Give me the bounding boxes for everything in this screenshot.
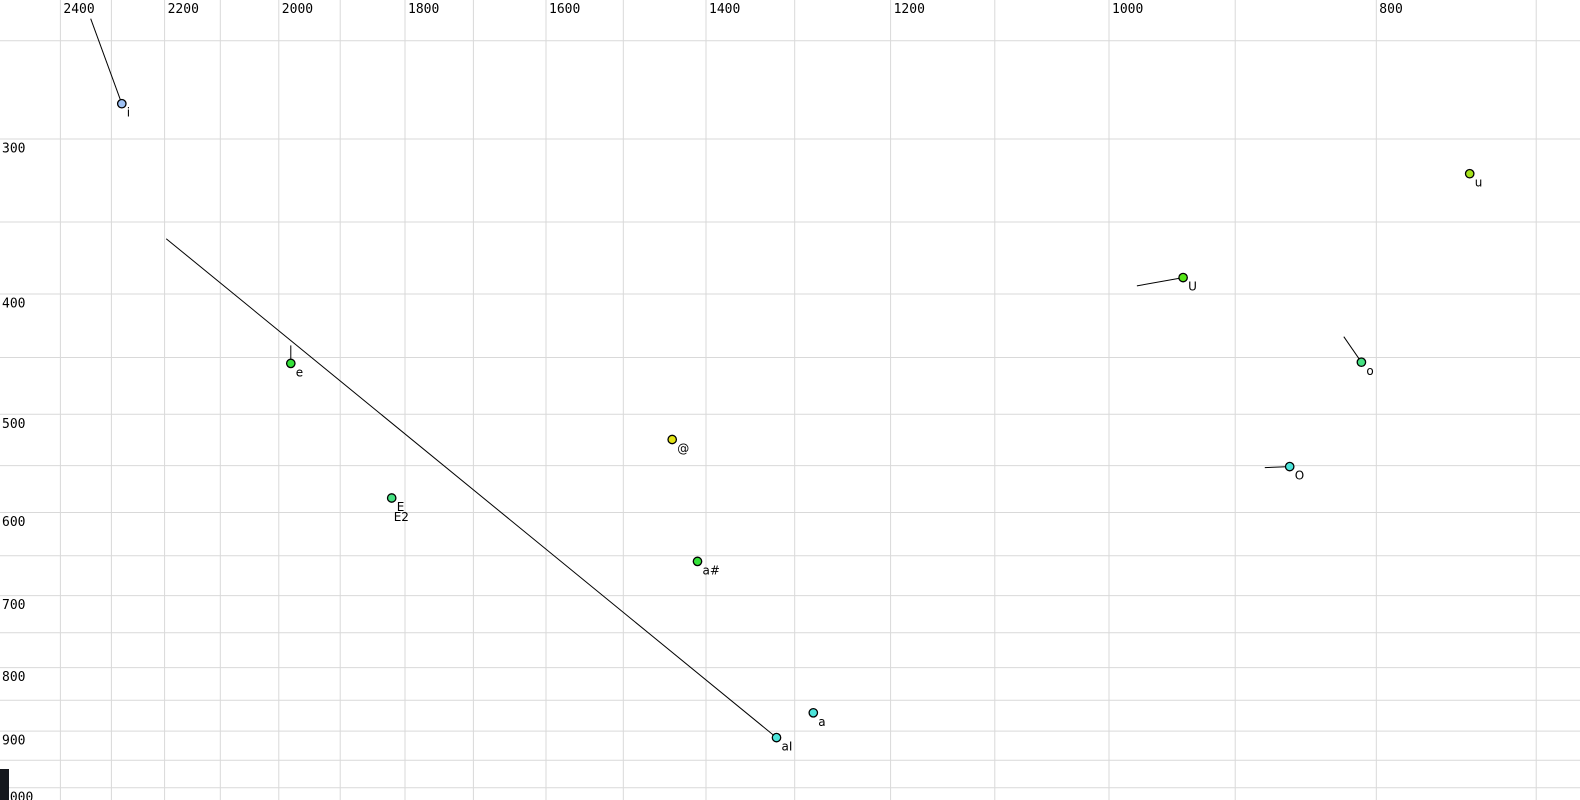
y-axis-tick-labels: 300 400 500 600 700 800 900 1000	[2, 142, 33, 800]
vowel-point-U[interactable]	[1178, 272, 1188, 283]
vowel-label-a#: a#	[703, 563, 720, 577]
vowel-point-@[interactable]	[667, 434, 678, 445]
vowel-label-O: O	[1295, 469, 1304, 483]
y-axis-tick-label: 600	[2, 515, 25, 530]
vowel-label-u: u	[1475, 176, 1483, 190]
vowel-label-o: o	[1366, 364, 1373, 378]
x-axis-tick-label: 1000	[1112, 2, 1143, 17]
x-axis-tick-label: 800	[1379, 2, 1402, 17]
x-axis-tick-label: 2400	[63, 2, 94, 17]
vowel-point-E[interactable]	[386, 493, 397, 503]
vowel-label-U: U	[1188, 280, 1197, 294]
vowel-point-u[interactable]	[1464, 168, 1475, 179]
vowel-point-i[interactable]	[116, 98, 127, 109]
y-axis-tick-label: 400	[2, 297, 25, 312]
trajectory-lines	[90, 18, 1362, 738]
vowel-points: i u Uo Oe @ EE2 a# a aI	[116, 98, 1483, 754]
vowel-label-e: e	[296, 365, 303, 379]
y-axis-tick-label: 500	[2, 417, 25, 432]
vowel-label-i: i	[127, 106, 130, 120]
y-axis-tick-label: 300	[2, 142, 25, 157]
vowel-label-aI: aI	[782, 740, 793, 754]
y-axis-tick-label: 900	[2, 734, 25, 749]
trajectory-line-i	[90, 18, 123, 104]
x-axis-tick-label: 2000	[282, 2, 313, 17]
vowel-point-a#[interactable]	[692, 556, 703, 567]
x-axis-tick-label: 1400	[709, 2, 740, 17]
x-axis-tick-labels: 2400 2200 2000 1800 1600 1400 1200 1000 800	[63, 2, 1402, 17]
trajectory-line-o	[1343, 336, 1362, 363]
x-axis-tick-label: 1200	[894, 2, 925, 17]
vowel-point-a[interactable]	[808, 707, 819, 718]
x-axis-tick-label: 2200	[168, 2, 199, 17]
y-axis-tick-label: 1000	[2, 790, 33, 800]
trajectory-line-U	[1136, 277, 1184, 287]
vowel-label-E2: E2	[394, 510, 409, 524]
vowel-point-aI[interactable]	[771, 732, 782, 743]
x-axis-tick-label: 1800	[408, 2, 439, 17]
y-axis-tick-label: 800	[2, 670, 25, 685]
y-axis-tick-label: 700	[2, 598, 25, 613]
vowel-point-O[interactable]	[1284, 461, 1295, 472]
vowel-label-a: a	[818, 715, 825, 729]
x-axis-tick-label: 1600	[549, 2, 580, 17]
vowel-point-e[interactable]	[285, 358, 296, 369]
trajectory-line-aI	[165, 238, 777, 738]
bottom-left-dark-corner	[0, 769, 9, 800]
vowel-label-@: @	[677, 442, 689, 456]
vowel-point-o[interactable]	[1356, 357, 1367, 368]
vowel-label-E: E	[397, 500, 405, 514]
